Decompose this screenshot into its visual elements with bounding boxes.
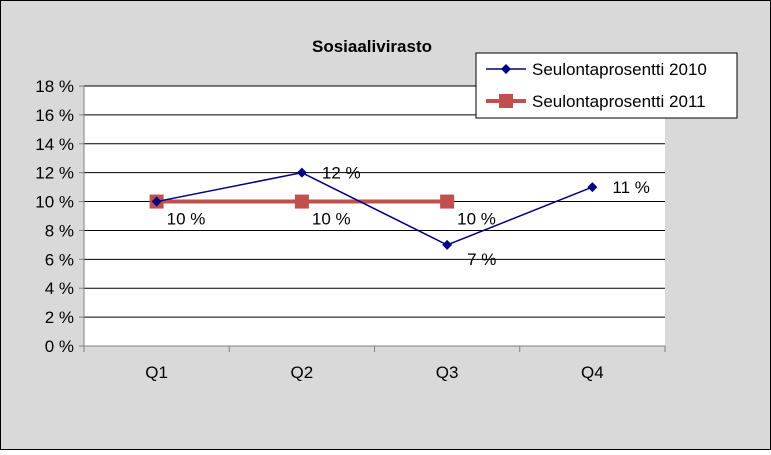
y-tick-label: 4 % xyxy=(45,279,74,298)
data-point-marker xyxy=(440,194,455,209)
data-point-marker xyxy=(442,239,453,250)
x-tick-label: Q1 xyxy=(145,363,168,382)
x-tick-label: Q2 xyxy=(291,363,314,382)
data-label: 7 % xyxy=(467,250,496,269)
plot-area xyxy=(84,86,665,346)
y-axis-ticks: 0 % 2 % 4 % 6 % 8 % 10 % 12 % 14 % 16 % 18 % xyxy=(35,77,84,356)
y-tick-label: 8 % xyxy=(45,221,74,240)
data-label: 10 % xyxy=(167,210,206,229)
legend-label: Seulontaprosentti 2011 xyxy=(532,92,706,111)
series-1 xyxy=(149,194,455,209)
y-tick-label: 16 % xyxy=(35,106,74,125)
series-layer xyxy=(149,167,598,250)
data-labels: 12 % 7 % 11 % 10 % 10 % 10 % xyxy=(167,164,650,269)
y-tick-label: 6 % xyxy=(45,250,74,269)
data-label: 10 % xyxy=(457,210,496,229)
y-tick-label: 18 % xyxy=(35,77,74,96)
legend-marker xyxy=(499,94,513,108)
y-tick-label: 2 % xyxy=(45,308,74,327)
y-tick-label: 14 % xyxy=(35,135,74,154)
x-axis-ticks: Q1 Q2 Q3 Q4 xyxy=(83,346,666,382)
y-tick-label: 10 % xyxy=(35,193,74,212)
x-tick-label: Q3 xyxy=(436,363,459,382)
chart-title: Sosiaalivirasto xyxy=(312,37,432,56)
data-point-marker xyxy=(587,182,598,193)
gridlines xyxy=(84,85,665,318)
series-line xyxy=(156,171,593,246)
data-point-marker xyxy=(151,196,162,207)
y-tick-label: 12 % xyxy=(35,164,74,183)
legend-label: Seulontaprosentti 2010 xyxy=(532,60,707,79)
data-label: 11 % xyxy=(612,178,650,197)
data-point-marker xyxy=(294,194,309,209)
legend-box xyxy=(475,52,738,119)
data-label: 12 % xyxy=(322,164,361,183)
data-point-marker xyxy=(296,167,307,178)
x-tick-label: Q4 xyxy=(581,363,604,382)
data-label: 10 % xyxy=(312,210,351,229)
legend: Seulontaprosentti 2010 Seulontaprosentti … xyxy=(475,52,738,119)
series-0 xyxy=(151,167,598,250)
legend-marker xyxy=(501,64,511,74)
y-tick-label: 0 % xyxy=(45,337,74,356)
